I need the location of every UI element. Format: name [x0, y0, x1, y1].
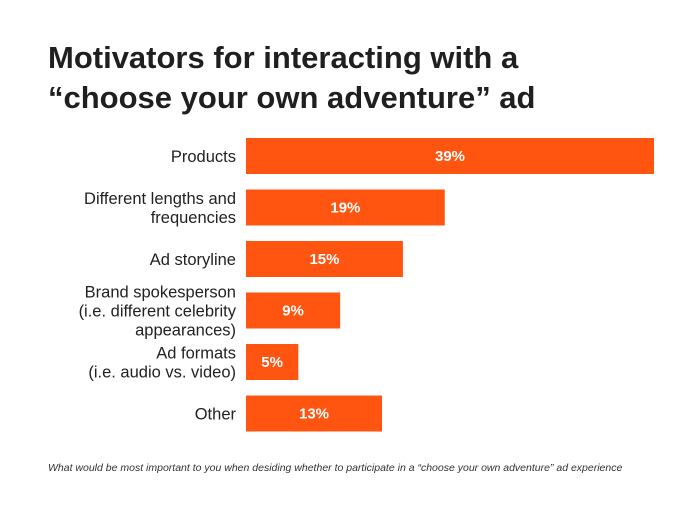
- bar-value-label-2: 15%: [309, 251, 339, 268]
- bar-1: [246, 189, 445, 226]
- category-label-1-line-1: frequencies: [151, 209, 236, 227]
- category-label-5-line-0: Other: [195, 406, 237, 424]
- bar-2: [246, 241, 403, 277]
- bar-value-label-1: 19%: [330, 200, 360, 217]
- chart-title-line-1: Motivators for interacting with a: [48, 40, 519, 75]
- bar-0: [246, 138, 654, 174]
- bar-value-label-0: 39%: [435, 148, 465, 165]
- category-label-1-line-0: Different lengths and: [84, 190, 236, 208]
- chart-title-line-2: “choose your own adventure” ad: [48, 80, 536, 115]
- bar-3: [246, 292, 341, 329]
- category-label-2-line-0: Ad storyline: [150, 251, 236, 269]
- category-label-3-line-2: appearances): [135, 322, 236, 340]
- category-label-0-line-0: Products: [171, 148, 236, 166]
- category-label-4-line-1: (i.e. audio vs. video): [88, 364, 236, 382]
- category-label-4-line-0: Ad formats: [156, 345, 236, 363]
- bar-4: [246, 344, 299, 380]
- category-label-3-line-1: (i.e. different celebrity: [79, 303, 237, 321]
- bar-value-label-4: 5%: [261, 354, 283, 371]
- bar-value-label-3: 9%: [282, 303, 304, 320]
- bar-value-label-5: 13%: [299, 406, 329, 423]
- chart-footnote: What would be most important to you when…: [48, 462, 623, 474]
- category-label-3-line-0: Brand spokesperson: [85, 284, 236, 302]
- chart-title: Motivators for interacting with a “choos…: [48, 38, 668, 118]
- bar-5: [246, 395, 382, 432]
